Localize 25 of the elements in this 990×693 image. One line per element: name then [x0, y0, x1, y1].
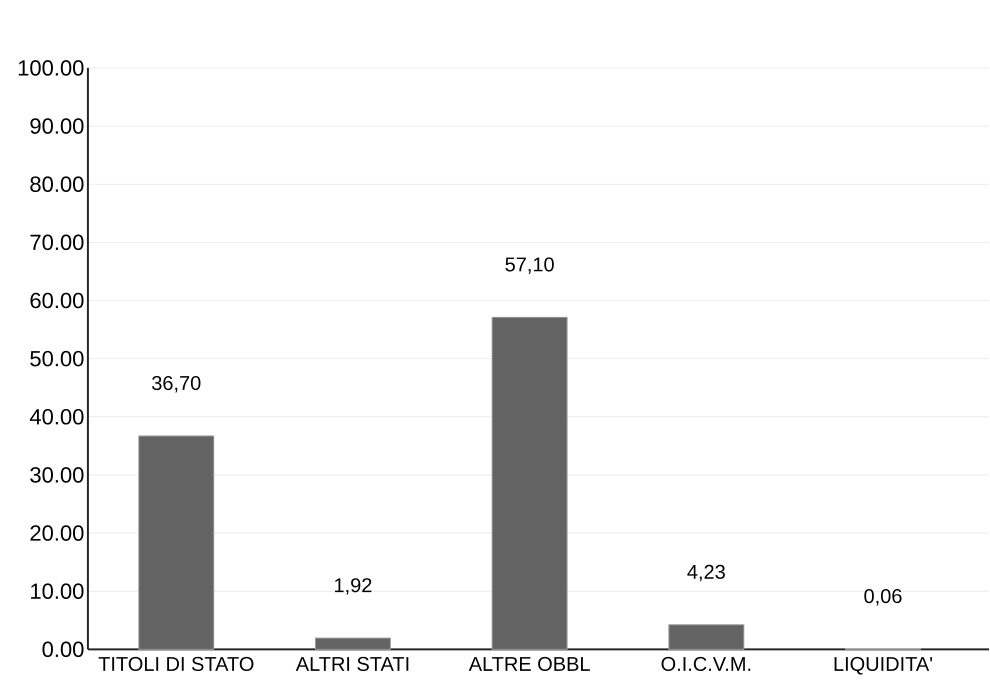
y-tick-label: 70.00 — [30, 234, 84, 250]
x-tick-label: TITOLI DI STATO — [98, 656, 254, 671]
y-tick-label: 30.00 — [30, 466, 84, 483]
x-tick-label: O.I.C.V.M. — [662, 656, 750, 671]
data-label: 57,10 — [505, 257, 554, 274]
y-tick-label: 90.00 — [30, 118, 84, 134]
y-tick-label: 40.00 — [30, 408, 84, 424]
x-tick-label: ALTRE OBBL — [468, 656, 590, 671]
bar — [492, 316, 568, 650]
bar — [138, 435, 214, 650]
y-tick-label: 60.00 — [30, 292, 84, 308]
y-tick-label: 50.00 — [30, 350, 84, 366]
bar — [668, 624, 744, 650]
y-tick-label: 0.00 — [42, 641, 84, 657]
data-label: 1,92 — [335, 578, 372, 595]
data-label: 0,06 — [864, 588, 902, 606]
data-label: 4,23 — [687, 564, 725, 582]
y-tick-label: 80.00 — [30, 176, 84, 192]
data-label: 36,70 — [152, 376, 200, 392]
bar — [314, 638, 391, 650]
x-tick-label: LIQUIDITA' — [834, 656, 932, 674]
y-tick-label: 10.00 — [31, 583, 84, 599]
y-tick-label: 20.00 — [30, 525, 84, 541]
x-tick-label: ALTRI STATI — [296, 656, 408, 671]
y-tick-label: 100.00 — [18, 60, 84, 76]
